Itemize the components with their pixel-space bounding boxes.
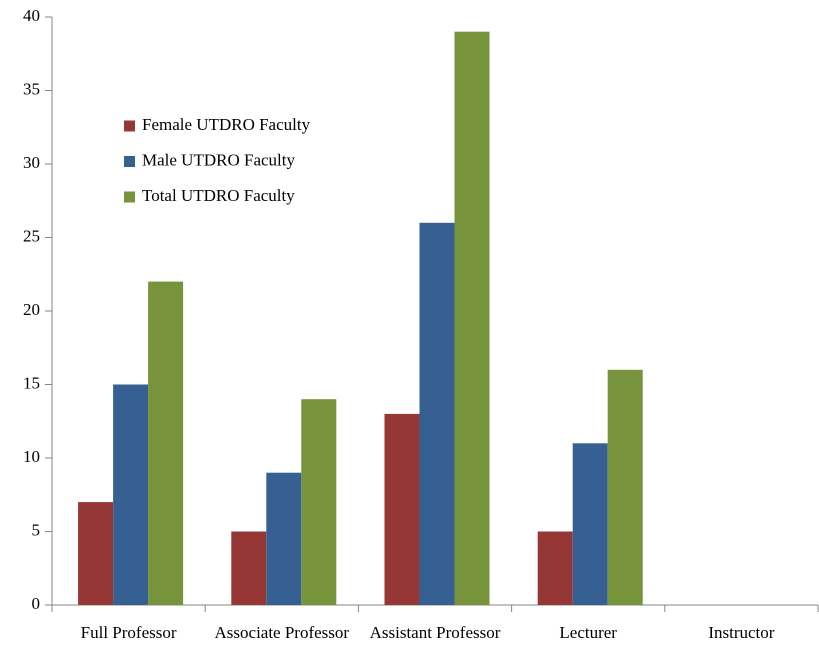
y-tick-label: 20 bbox=[23, 300, 40, 319]
bar bbox=[78, 502, 114, 605]
bar bbox=[148, 281, 184, 605]
y-tick-label: 5 bbox=[32, 520, 41, 539]
y-tick-label: 25 bbox=[23, 226, 40, 245]
y-tick-label: 15 bbox=[23, 373, 40, 392]
bar bbox=[419, 222, 455, 606]
y-tick-label: 0 bbox=[32, 594, 41, 613]
bar bbox=[231, 531, 267, 605]
x-tick-label: Lecturer bbox=[559, 623, 617, 642]
bar bbox=[537, 531, 573, 605]
legend-swatch bbox=[124, 120, 135, 132]
bar bbox=[384, 413, 420, 605]
y-tick-label: 10 bbox=[23, 447, 40, 466]
x-tick-label: Assistant Professor bbox=[369, 623, 501, 642]
bar bbox=[454, 31, 490, 605]
y-tick-label: 35 bbox=[23, 79, 40, 98]
y-tick-label: 30 bbox=[23, 153, 40, 172]
legend-label: Female UTDRO Faculty bbox=[142, 115, 311, 134]
x-tick-label: Instructor bbox=[708, 623, 775, 642]
legend-label: Total UTDRO Faculty bbox=[142, 186, 295, 205]
bar bbox=[572, 443, 608, 605]
bar bbox=[266, 472, 302, 605]
legend-label: Male UTDRO Faculty bbox=[142, 150, 295, 169]
bar bbox=[607, 369, 643, 605]
x-tick-label: Full Professor bbox=[80, 623, 177, 642]
legend-swatch bbox=[124, 156, 135, 167]
x-tick-label: Associate Professor bbox=[214, 623, 350, 642]
legend-swatch bbox=[124, 191, 135, 203]
y-tick-label: 40 bbox=[23, 6, 40, 25]
bar bbox=[301, 399, 337, 605]
bar bbox=[113, 384, 149, 605]
